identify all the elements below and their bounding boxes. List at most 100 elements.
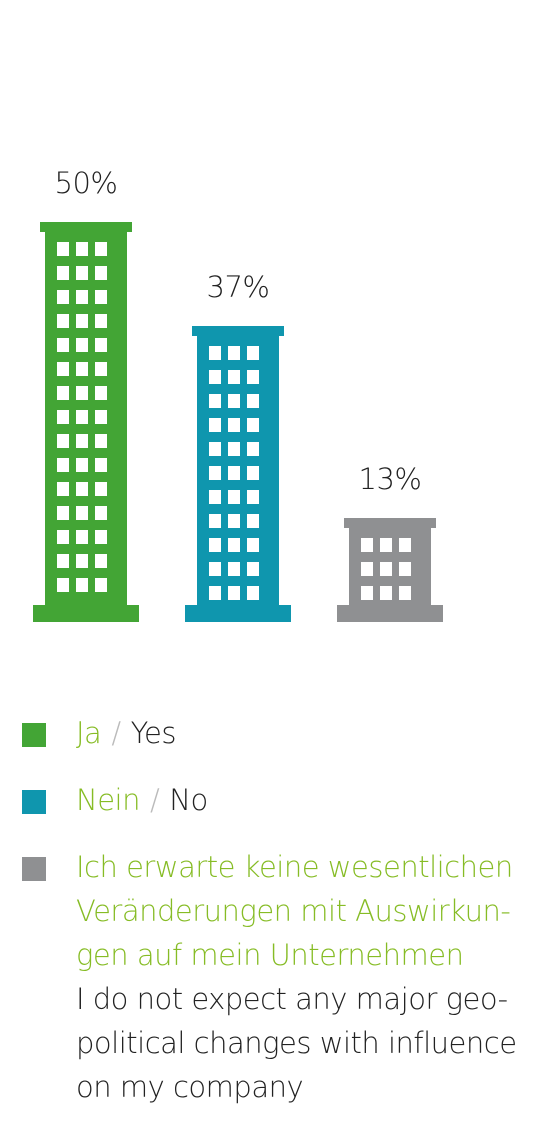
legend-de: Veränderungen mit Auswirkun-	[76, 894, 510, 928]
window	[57, 314, 69, 328]
legend-en: on my company	[76, 1070, 303, 1104]
window	[247, 538, 259, 552]
window	[57, 338, 69, 352]
window	[76, 458, 88, 472]
window	[247, 586, 259, 600]
window	[380, 538, 392, 552]
window	[209, 442, 221, 456]
value-label: 13%	[359, 462, 422, 496]
window	[228, 466, 240, 480]
window	[76, 506, 88, 520]
window	[95, 578, 107, 592]
window	[57, 578, 69, 592]
window	[209, 490, 221, 504]
window	[228, 418, 240, 432]
window	[247, 490, 259, 504]
window	[247, 346, 259, 360]
window	[76, 314, 88, 328]
window	[228, 514, 240, 528]
window	[57, 554, 69, 568]
window	[76, 338, 88, 352]
window	[247, 466, 259, 480]
building-cap	[344, 518, 436, 528]
legend-en: No	[169, 783, 207, 817]
window	[95, 506, 107, 520]
window	[95, 290, 107, 304]
window	[76, 434, 88, 448]
legend-de: Ja	[76, 716, 101, 750]
value-label: 37%	[207, 270, 270, 304]
window	[209, 394, 221, 408]
legend-en: Yes	[131, 716, 176, 750]
legend-swatch	[22, 723, 46, 747]
window	[76, 410, 88, 424]
window	[95, 410, 107, 424]
window	[95, 266, 107, 280]
window	[209, 562, 221, 576]
legend-en: political changes with influence	[76, 1026, 517, 1060]
window	[380, 586, 392, 600]
window	[228, 442, 240, 456]
legend-sep: /	[111, 716, 121, 750]
window	[95, 458, 107, 472]
building	[33, 222, 139, 622]
window	[399, 586, 411, 600]
window	[247, 370, 259, 384]
window	[57, 410, 69, 424]
window	[228, 346, 240, 360]
legend-sep: /	[150, 783, 160, 817]
window	[95, 434, 107, 448]
window	[76, 386, 88, 400]
window	[57, 482, 69, 496]
window	[57, 266, 69, 280]
window	[247, 514, 259, 528]
legend-entry: Nein / No	[76, 783, 208, 817]
building-cap	[40, 222, 132, 232]
window	[76, 362, 88, 376]
value-label: 50%	[55, 166, 118, 200]
window	[76, 554, 88, 568]
window	[76, 578, 88, 592]
window	[95, 530, 107, 544]
window	[57, 290, 69, 304]
window	[228, 370, 240, 384]
window	[209, 346, 221, 360]
window	[57, 386, 69, 400]
window	[76, 530, 88, 544]
window	[76, 290, 88, 304]
window	[247, 442, 259, 456]
window	[228, 562, 240, 576]
legend-de: Ich erwarte keine wesentlichen	[76, 850, 513, 884]
legend-en: I do not expect any major geo-	[76, 982, 508, 1016]
legend-de: gen auf mein Unternehmen	[76, 938, 463, 972]
window	[76, 242, 88, 256]
window	[228, 394, 240, 408]
window	[247, 394, 259, 408]
window	[228, 490, 240, 504]
window	[95, 338, 107, 352]
window	[209, 514, 221, 528]
window	[228, 586, 240, 600]
building	[337, 518, 443, 622]
window	[95, 554, 107, 568]
window	[209, 466, 221, 480]
window	[247, 562, 259, 576]
legend-swatch	[22, 857, 46, 881]
window	[380, 562, 392, 576]
window	[76, 266, 88, 280]
window	[209, 586, 221, 600]
building	[185, 326, 291, 622]
window	[95, 242, 107, 256]
window	[209, 370, 221, 384]
window	[57, 242, 69, 256]
window	[57, 362, 69, 376]
window	[57, 506, 69, 520]
window	[361, 586, 373, 600]
window	[399, 538, 411, 552]
window	[95, 386, 107, 400]
legend-de: Nein	[76, 783, 140, 817]
window	[95, 482, 107, 496]
window	[361, 538, 373, 552]
window	[247, 418, 259, 432]
